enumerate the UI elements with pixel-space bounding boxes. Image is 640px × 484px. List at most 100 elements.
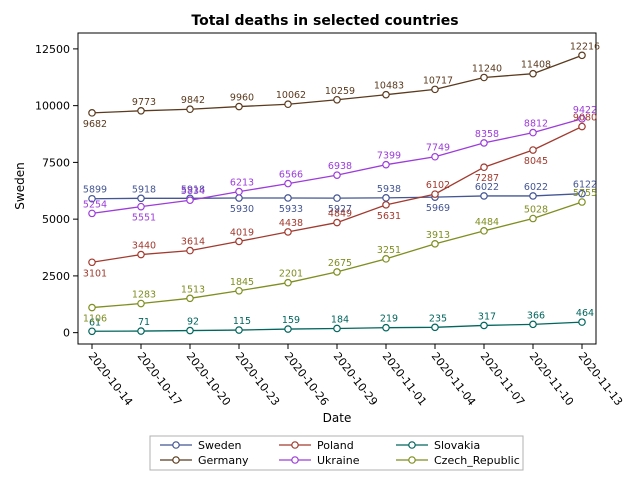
data-label: 317 [478, 311, 496, 322]
data-label: 6022 [475, 182, 499, 193]
data-label: 6122 [573, 180, 597, 191]
data-point [186, 105, 194, 114]
data-point [284, 325, 292, 333]
data-label: 10259 [325, 86, 355, 97]
x-tick-label: 2020-10-17 [135, 350, 185, 408]
data-point [431, 323, 439, 332]
data-label: 7749 [426, 143, 450, 154]
legend-label-slovakia: Slovakia [434, 439, 480, 452]
data-label: 5918 [181, 184, 205, 195]
data-label: 9960 [230, 93, 254, 104]
legend-swatch-marker [408, 441, 416, 449]
y-tick-label: 2500 [42, 270, 70, 283]
data-label: 4484 [475, 217, 499, 228]
data-label: 92 [187, 317, 199, 328]
data-point [529, 146, 537, 154]
data-label: 9080 [573, 113, 597, 124]
data-label: 5551 [132, 213, 156, 224]
data-label: 6213 [230, 178, 254, 189]
legend-swatch-marker [291, 441, 299, 449]
data-point [431, 85, 439, 94]
x-tick-label: 2020-10-26 [282, 350, 332, 408]
data-label: 2201 [279, 269, 303, 280]
data-point [88, 209, 96, 218]
series-line-germany [91, 54, 583, 114]
data-label: 12216 [570, 41, 600, 52]
data-point [578, 51, 586, 60]
data-label: 10062 [276, 90, 306, 101]
data-point [578, 114, 586, 123]
data-label: 8812 [524, 119, 548, 130]
x-tick-label: 2020-11-13 [576, 350, 626, 408]
data-point [529, 320, 537, 329]
data-label: 6566 [279, 170, 303, 181]
data-point [431, 152, 439, 161]
data-label: 11240 [472, 63, 502, 74]
data-point [137, 250, 145, 259]
data-point [137, 327, 145, 335]
data-label: 5933 [279, 204, 303, 215]
data-point [529, 214, 537, 223]
data-point [235, 194, 243, 202]
data-label: 5028 [524, 205, 548, 216]
data-label: 9422 [573, 105, 597, 116]
data-label: 3101 [83, 268, 107, 279]
data-point [333, 171, 341, 179]
series-group [88, 51, 586, 336]
data-point [333, 95, 341, 104]
data-point [284, 228, 292, 236]
legend-box [149, 435, 524, 471]
data-point [186, 294, 194, 303]
data-point [235, 237, 243, 246]
x-axis-label: Date [323, 411, 352, 425]
data-label: 2675 [328, 258, 352, 269]
data-label: 6938 [328, 161, 352, 172]
data-point [88, 327, 96, 336]
data-label: 11408 [521, 60, 551, 71]
data-label: 8045 [524, 156, 548, 167]
data-point [333, 324, 341, 333]
data-point [480, 321, 488, 330]
y-tick-label: 12500 [35, 43, 70, 56]
data-label: 366 [527, 310, 545, 321]
data-label: 6102 [426, 180, 450, 191]
data-point [88, 303, 96, 312]
data-point [578, 122, 586, 131]
y-tick-label: 10000 [35, 100, 70, 113]
data-label: 3251 [377, 245, 401, 256]
data-label: 71 [138, 317, 150, 328]
data-label: 5899 [83, 185, 107, 196]
data-point [480, 163, 488, 172]
data-point [137, 202, 145, 211]
x-tick-label: 2020-11-07 [478, 350, 528, 408]
data-point [480, 192, 488, 200]
data-point [578, 189, 586, 198]
data-point [382, 90, 390, 99]
data-point [235, 187, 243, 196]
data-label: 4849 [328, 209, 352, 220]
data-label: 219 [380, 314, 398, 325]
data-label: 1513 [181, 284, 205, 295]
data-label: 3913 [426, 230, 450, 241]
data-point [382, 323, 390, 332]
data-point [284, 278, 292, 287]
y-axis-label: Sweden [13, 162, 27, 209]
x-tick-label: 2020-11-10 [527, 350, 577, 408]
data-label: 5631 [377, 211, 401, 222]
data-label: 3440 [132, 241, 156, 252]
data-label: 464 [576, 308, 594, 319]
data-point [137, 194, 145, 203]
legend-swatch-marker [172, 441, 180, 449]
data-label: 159 [282, 315, 300, 326]
data-label: 10483 [374, 81, 404, 92]
data-label: 3614 [181, 237, 205, 248]
legend-swatch-marker [291, 456, 299, 464]
data-label: 5755 [573, 188, 597, 199]
data-point [88, 194, 96, 203]
data-point [284, 194, 292, 202]
data-point [382, 255, 390, 263]
data-point [578, 318, 586, 326]
data-label: 1106 [83, 314, 107, 325]
legend-label-czech_republic: Czech_Republic [434, 454, 520, 467]
